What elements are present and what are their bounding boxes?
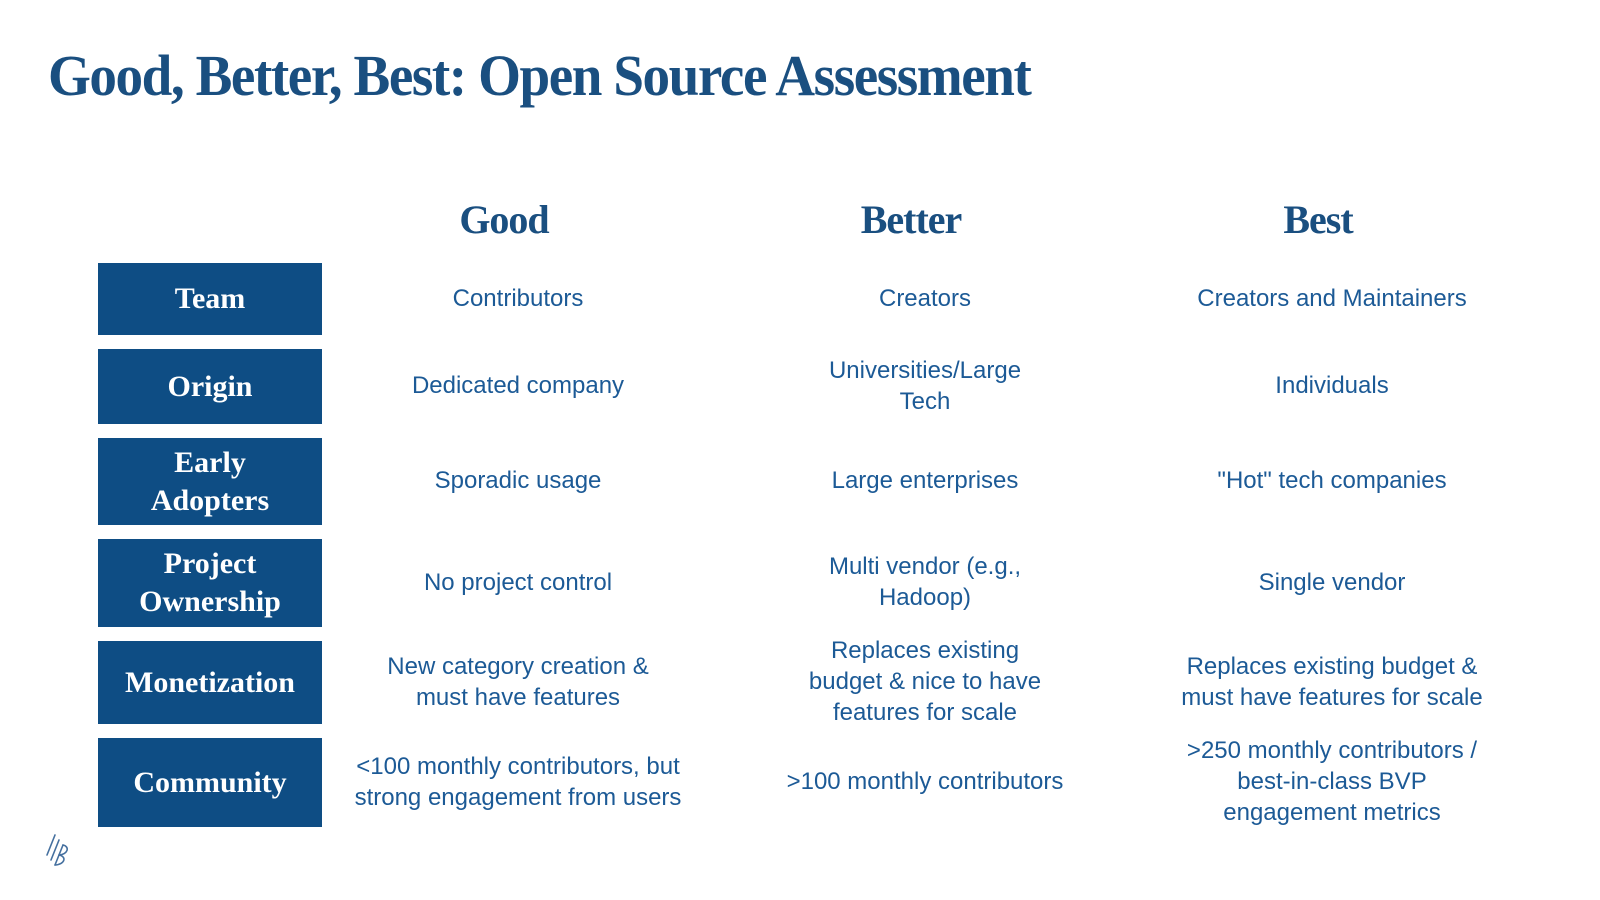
page-title: Good, Better, Best: Open Source Assessme… <box>48 43 1032 108</box>
table-corner-spacer <box>98 190 322 249</box>
cell-team-better: Creators <box>878 284 972 312</box>
cell-early-adopters-good: Sporadic usage <box>434 467 602 495</box>
row-label-team: Team <box>98 263 322 335</box>
cell-monetization-good: New category creation & must have featur… <box>387 652 649 711</box>
cell-project-ownership-better: Multi vendor (e.g., Hadoop) <box>828 553 1022 611</box>
column-header-good: Good <box>459 197 549 242</box>
cell-team-best: Creators and Maintainers <box>1197 284 1467 312</box>
cell-project-ownership-good: No project control <box>423 568 613 596</box>
row-label-monetization: Monetization <box>98 641 322 724</box>
cell-project-ownership-best: Single vendor <box>1258 568 1406 596</box>
cell-community-best: >250 monthly contributors / best-in-clas… <box>1186 737 1478 826</box>
assessment-table: Good Better Best Team Contributors Creat… <box>98 190 1528 827</box>
row-label-community: Community <box>98 738 322 827</box>
cell-community-better: >100 monthly contributors <box>786 768 1064 796</box>
row-label-origin: Origin <box>98 349 322 424</box>
cell-early-adopters-best: "Hot" tech companies <box>1217 467 1447 495</box>
cell-origin-best: Individuals <box>1275 372 1389 400</box>
cell-early-adopters-better: Large enterprises <box>831 467 1019 495</box>
cell-team-good: Contributors <box>452 284 584 312</box>
row-label-project-ownership: Project Ownership <box>98 539 322 627</box>
column-header-best: Best <box>1283 197 1353 242</box>
cell-community-good: <100 monthly contributors, but strong en… <box>354 752 682 811</box>
column-header-better: Better <box>860 197 963 242</box>
cell-monetization-best: Replaces existing budget & must have fea… <box>1181 652 1483 711</box>
bvp-logo-icon <box>44 830 74 872</box>
cell-monetization-better: Replaces existing budget & nice to have … <box>808 637 1042 726</box>
row-label-early-adopters: Early Adopters <box>98 438 322 525</box>
cell-origin-good: Dedicated company <box>411 372 625 400</box>
cell-origin-better: Universities/Large Tech <box>828 356 1022 415</box>
